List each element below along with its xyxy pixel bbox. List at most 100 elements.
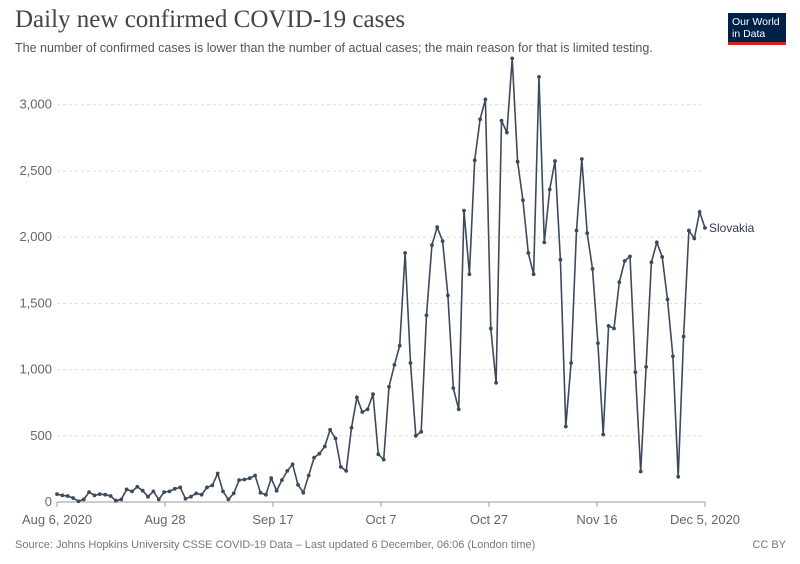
data-point [553, 159, 557, 163]
x-axis-ticks: Aug 6, 2020 Aug 28 Sep 17 Oct 7 Oct 27 Nov 16… [22, 502, 740, 527]
data-point [194, 491, 199, 496]
y-tick-label: 3,000 [19, 97, 52, 112]
data-point [563, 424, 568, 429]
data-point [526, 251, 531, 255]
data-point [456, 407, 461, 412]
data-point [253, 473, 257, 478]
data-point [617, 280, 622, 285]
logo-line-2: in Data [732, 28, 766, 40]
y-tick-label: 1,500 [19, 295, 52, 310]
logo-line-1: Our World [732, 16, 780, 28]
data-point [355, 395, 359, 400]
data-point [435, 225, 440, 230]
data-point [146, 494, 150, 499]
data-point [515, 159, 520, 164]
data-point [199, 492, 204, 497]
data-point [521, 198, 525, 203]
data-point [242, 477, 247, 482]
data-point [483, 97, 488, 102]
grid-lines [57, 104, 705, 437]
data-point [290, 462, 295, 467]
data-point [628, 254, 632, 259]
data-point [569, 361, 573, 365]
data-point [601, 432, 606, 437]
data-point [97, 492, 102, 496]
data-point [676, 474, 681, 479]
data-point [258, 490, 263, 495]
data-point [76, 499, 81, 504]
data-point [408, 361, 413, 365]
data-point [622, 259, 627, 263]
data-point [462, 208, 466, 213]
data-point [114, 498, 118, 503]
data-point [472, 158, 477, 163]
data-point [322, 444, 327, 449]
data-point [397, 343, 402, 348]
data-point [333, 436, 338, 441]
data-point [264, 492, 268, 497]
data-point [156, 497, 161, 502]
data-point [424, 313, 429, 318]
data-point [172, 486, 177, 491]
data-point [671, 354, 675, 359]
series-label-slovakia: Slovakia [709, 221, 755, 235]
data-point [285, 469, 290, 473]
data-point [65, 494, 70, 498]
data-point [87, 490, 91, 494]
data-point [451, 386, 456, 390]
data-point [499, 118, 504, 123]
data-point [221, 489, 225, 494]
data-point [392, 363, 397, 367]
x-tick-label: Sep 17 [252, 512, 293, 527]
data-point [178, 485, 183, 490]
data-point [478, 117, 482, 122]
data-point [387, 384, 391, 389]
data-point [510, 56, 515, 61]
data-point [419, 429, 424, 434]
data-points [55, 56, 707, 504]
data-point [124, 487, 129, 492]
source-note[interactable]: Source: Johns Hopkins University CSSE CO… [15, 539, 536, 551]
data-point [574, 228, 579, 233]
data-point [537, 75, 541, 79]
y-tick-label: 2,500 [19, 163, 52, 178]
license-link[interactable]: CC BY [752, 539, 786, 551]
data-point [638, 469, 643, 474]
data-point [215, 471, 220, 476]
x-tick-label: Aug 28 [144, 512, 185, 527]
series-line-slovakia [56, 58, 706, 503]
data-point [108, 494, 113, 498]
data-point [413, 433, 418, 438]
data-point [167, 489, 172, 494]
data-point [430, 243, 434, 248]
data-point [312, 455, 316, 460]
data-point [467, 272, 472, 277]
data-point [446, 293, 450, 298]
owid-logo[interactable]: Our World in Data [728, 13, 786, 45]
data-point [692, 236, 697, 241]
data-point [542, 240, 547, 245]
data-point [365, 407, 370, 412]
x-tick-label: Oct 7 [365, 512, 396, 527]
data-point [585, 231, 590, 236]
y-tick-label: 2,000 [19, 229, 52, 244]
data-point [226, 497, 231, 502]
data-point [237, 478, 242, 482]
data-point [269, 476, 274, 481]
data-point [376, 452, 381, 457]
data-point [579, 157, 584, 161]
data-point [71, 496, 75, 500]
x-tick-label: Aug 6, 2020 [22, 512, 92, 527]
data-point [488, 326, 493, 331]
data-point [547, 187, 552, 192]
chart-subtitle: The number of confirmed cases is lower t… [15, 41, 653, 55]
data-point [687, 228, 691, 233]
data-point [205, 485, 209, 490]
data-point [151, 489, 156, 494]
data-point [494, 380, 498, 385]
x-tick-label: Dec 5, 2020 [670, 512, 740, 527]
data-point [606, 324, 611, 328]
y-tick-label: 1,000 [19, 362, 52, 377]
data-point [60, 493, 65, 498]
data-point [505, 130, 509, 135]
